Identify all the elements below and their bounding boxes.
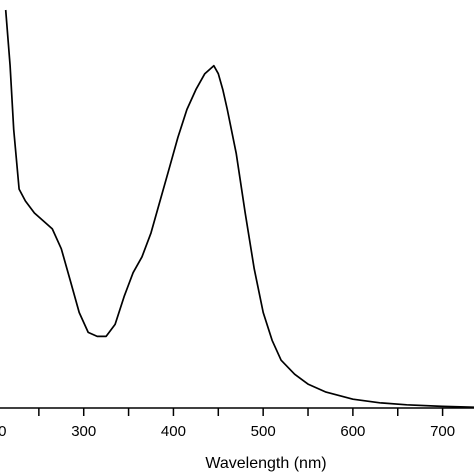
x-axis: 200 300 400 500 600 700 [0, 407, 474, 440]
plot-area [4, 9, 474, 409]
x-tick-label-500: 500 [251, 423, 276, 440]
x-tick-label-400: 400 [161, 423, 186, 440]
x-tick-label-300: 300 [71, 423, 96, 440]
x-axis-title: Wavelength (nm) [205, 455, 326, 472]
x-tick-label-200: 200 [0, 423, 7, 440]
x-tick-label-700: 700 [430, 423, 455, 440]
x-tick-label-600: 600 [340, 423, 365, 440]
spectrum-line-1 [4, 9, 474, 409]
